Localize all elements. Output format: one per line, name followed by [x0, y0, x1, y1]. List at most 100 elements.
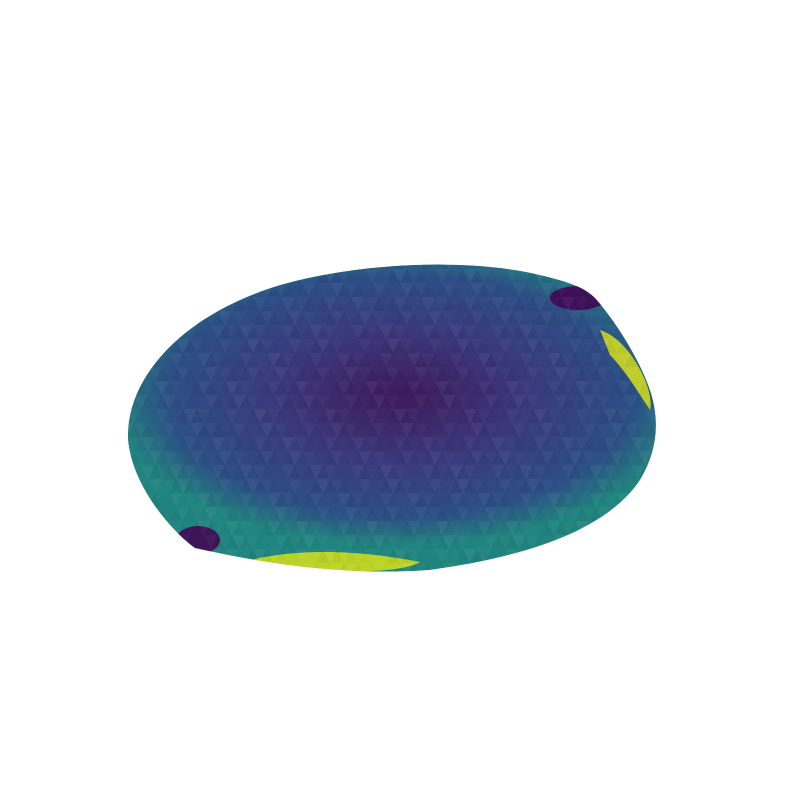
mesh-facet [596, 577, 610, 591]
mesh-facet [512, 563, 526, 577]
mesh-facet [274, 255, 288, 269]
mesh-facet [498, 563, 512, 577]
mesh-facet [652, 521, 666, 535]
mesh-facet [400, 521, 414, 535]
mesh-facet [211, 437, 225, 451]
mesh-facet [358, 255, 372, 269]
mesh-facet [666, 549, 680, 563]
mesh-facet [197, 283, 211, 297]
mesh-facet [533, 409, 547, 423]
mesh-facet [141, 395, 155, 409]
mesh-facet [596, 535, 610, 549]
mesh-facet [484, 367, 498, 381]
mesh-facet [659, 409, 673, 423]
mesh-facet [190, 269, 204, 283]
mesh-facet [603, 269, 617, 283]
mesh-facet [351, 437, 365, 451]
mesh-facet [659, 507, 673, 521]
mesh-facet [386, 409, 400, 423]
mesh-facet [638, 269, 652, 283]
mesh-facet [379, 577, 393, 591]
mesh-facet [169, 255, 183, 269]
mesh-facet [176, 563, 190, 577]
mesh-facet [393, 269, 407, 283]
mesh-facet [645, 339, 659, 353]
mesh-facet [316, 409, 330, 423]
mesh-facet [484, 493, 498, 507]
mesh-facet [232, 437, 246, 451]
mesh-facet [141, 507, 155, 521]
mesh-facet [162, 325, 176, 339]
mesh-facet [589, 283, 603, 297]
mesh-facet [428, 451, 442, 465]
mesh-facet [582, 549, 596, 563]
mesh-facet [372, 535, 386, 549]
mesh-facet [323, 577, 337, 591]
mesh-facet [288, 465, 302, 479]
mesh-facet [561, 535, 575, 549]
mesh-facet [421, 437, 435, 451]
mesh-facet [442, 535, 456, 549]
mesh-facet [624, 549, 638, 563]
mesh-facet [624, 297, 638, 311]
mesh-facet [281, 577, 295, 591]
mesh-facet [449, 325, 463, 339]
mesh-facet [596, 549, 610, 563]
mesh-facet [617, 563, 631, 572]
mesh-facet [176, 577, 190, 591]
mesh-facet [288, 577, 302, 591]
mesh-facet [344, 507, 358, 521]
mesh-facet [470, 423, 484, 437]
mesh-facet [666, 521, 680, 535]
mesh-facet [386, 577, 400, 591]
mesh-facet [127, 563, 134, 572]
mesh-facet [351, 297, 365, 311]
mesh-facet [624, 311, 638, 325]
mesh-facet [337, 577, 351, 591]
mesh-facet [176, 283, 190, 297]
mesh-facet [659, 395, 673, 409]
mesh-facet [638, 311, 652, 325]
mesh-facet [197, 493, 211, 507]
mesh-facet [568, 465, 582, 479]
mesh-facet [652, 325, 666, 339]
mesh-facet [589, 563, 603, 577]
mesh-facet [519, 465, 533, 479]
mesh-facet [421, 535, 435, 549]
mesh-facet [134, 255, 148, 269]
mesh-facet [127, 549, 141, 563]
mesh-facet [204, 507, 218, 521]
mesh-facet [232, 297, 246, 311]
mesh-facet [561, 549, 575, 563]
mesh-facet [281, 437, 295, 451]
mesh-facet [155, 311, 169, 325]
mesh-facet [120, 535, 134, 549]
mesh-facet [659, 255, 673, 269]
mesh-facet [274, 507, 288, 521]
mesh-facet [127, 563, 141, 572]
mesh-facet [575, 255, 589, 269]
mesh-facet [477, 353, 491, 367]
mesh-facet [155, 549, 169, 563]
mesh-facet [519, 339, 533, 353]
mesh-facet [183, 255, 197, 269]
mesh-facet [400, 577, 414, 591]
mesh-facet [190, 297, 204, 311]
mesh-facet [246, 479, 260, 493]
mesh-facet [267, 563, 281, 572]
mesh-facet [134, 563, 148, 577]
mesh-facet [631, 549, 645, 563]
mesh-facet [218, 283, 232, 297]
mesh-facet [631, 283, 645, 297]
mesh-facet [477, 493, 491, 507]
mesh-facet [169, 535, 183, 549]
mesh-facet [218, 465, 232, 479]
mesh-facet [456, 563, 470, 577]
mesh-facet [330, 577, 344, 591]
mesh-facet [568, 451, 582, 465]
mesh-facet [309, 325, 323, 339]
mesh-facet [652, 549, 666, 563]
mesh-facet [610, 269, 624, 283]
mesh-facet [148, 269, 162, 283]
mesh-facet [141, 339, 155, 353]
